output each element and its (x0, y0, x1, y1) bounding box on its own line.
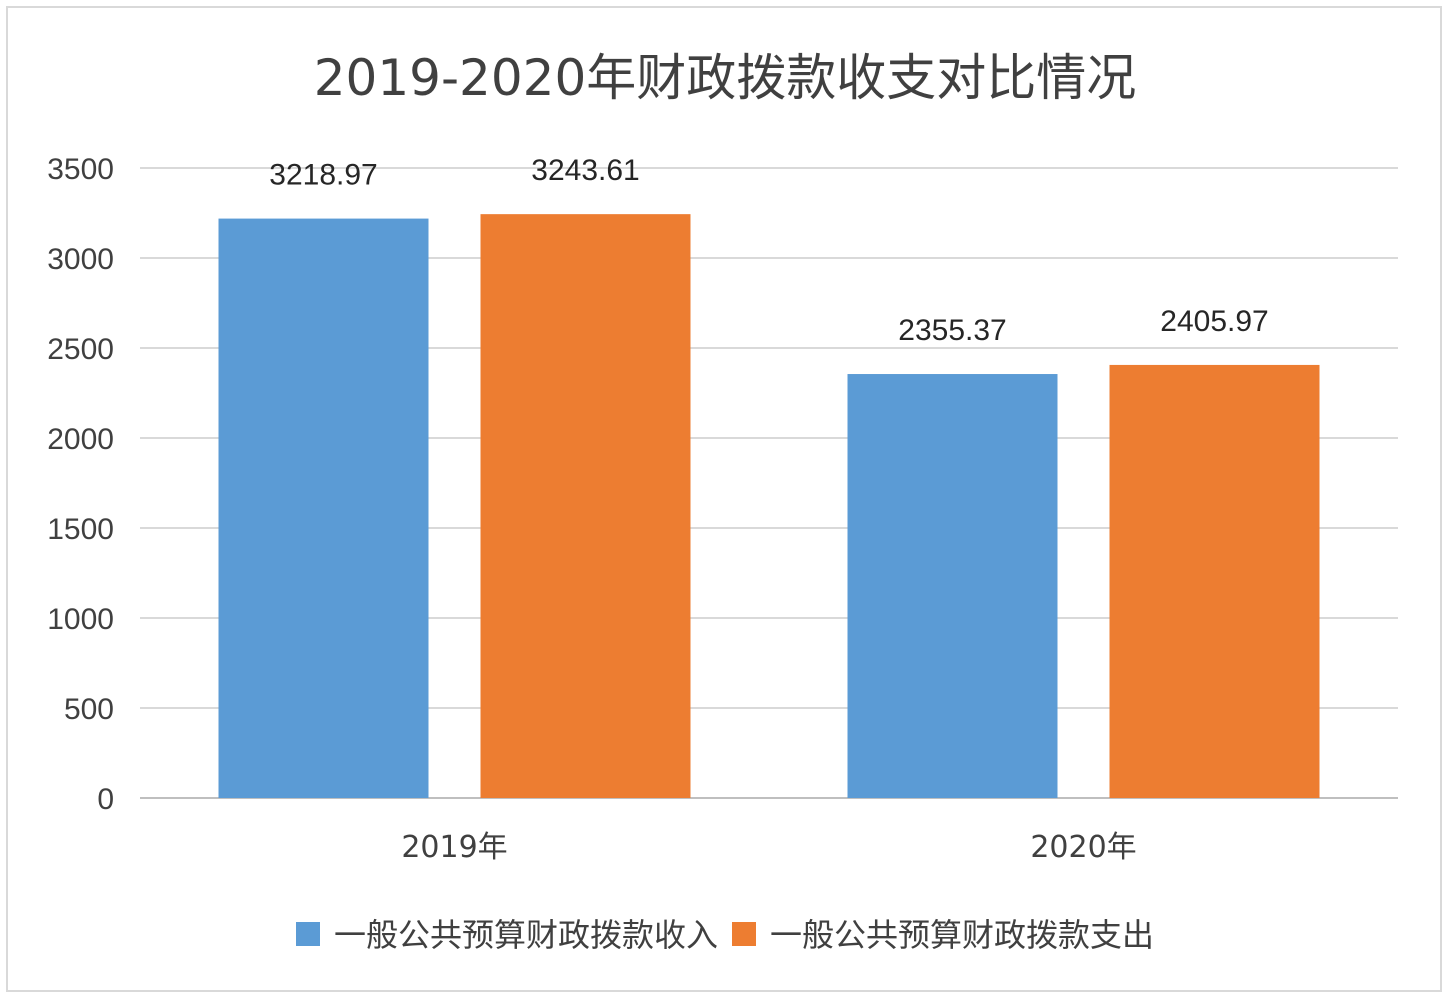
bar-expenditure-1 (1109, 364, 1320, 798)
data-label: 3218.97 (269, 159, 377, 192)
data-label: 2355.37 (898, 314, 1006, 347)
y-tick-label: 0 (97, 783, 114, 816)
legend-label: 一般公共预算财政拨款支出 (770, 916, 1154, 954)
bar-expenditure-0 (480, 214, 691, 798)
bars (218, 214, 1320, 799)
x-category-label: 2020年 (1030, 830, 1136, 865)
x-category-label: 2019年 (401, 830, 507, 865)
legend-label: 一般公共预算财政拨款收入 (334, 916, 718, 954)
legend: 一般公共预算财政拨款收入 一般公共预算财政拨款支出 (296, 916, 1154, 954)
legend-swatch (732, 922, 756, 946)
x-axis-categories: 2019年 2020年 (401, 830, 1136, 865)
y-axis-ticks: 0 500 1000 1500 2000 2500 3000 3500 (47, 153, 114, 816)
y-tick-label: 3500 (47, 153, 114, 186)
data-label: 2405.97 (1160, 305, 1268, 338)
bar-income-0 (218, 218, 429, 799)
y-tick-label: 2500 (47, 333, 114, 366)
legend-swatch (296, 922, 320, 946)
chart-title: 2019-2020年财政拨款收支对比情况 (314, 49, 1137, 107)
data-label: 3243.61 (531, 154, 639, 187)
y-tick-label: 2000 (47, 423, 114, 456)
y-tick-label: 500 (64, 693, 114, 726)
y-tick-label: 3000 (47, 243, 114, 276)
bar-income-1 (847, 374, 1058, 798)
data-labels: 3218.97 3243.61 2355.37 2405.97 (269, 154, 1268, 347)
y-tick-label: 1500 (47, 513, 114, 546)
y-tick-label: 1000 (47, 603, 114, 636)
